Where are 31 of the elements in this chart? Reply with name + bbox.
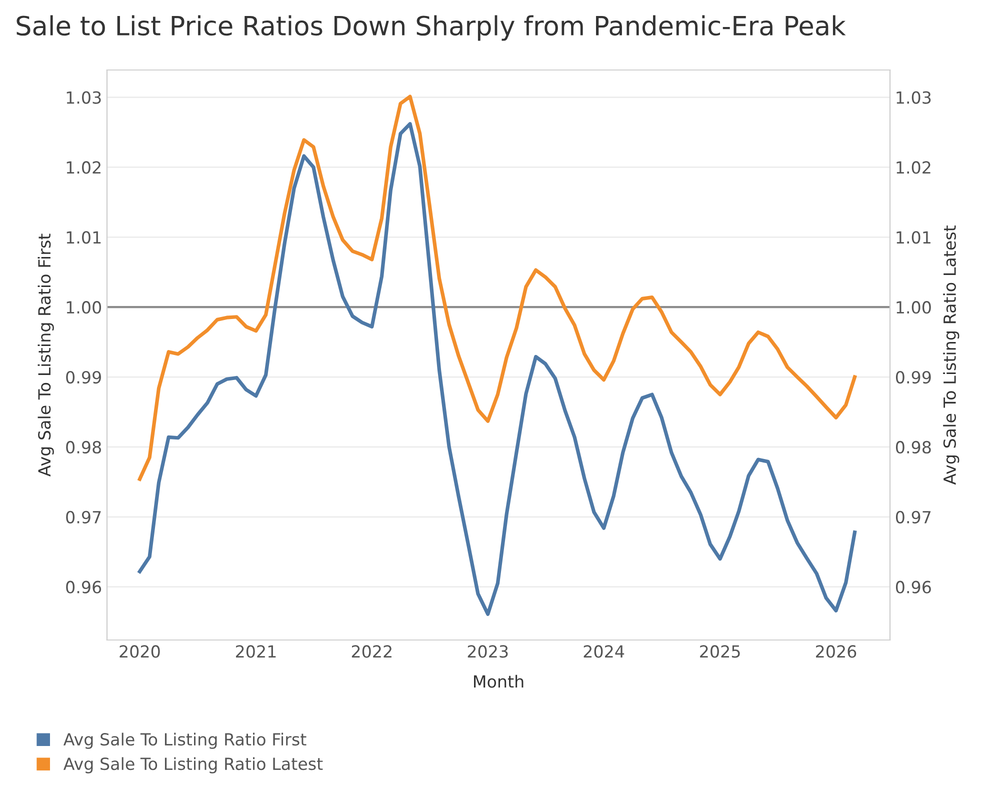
- y-axis-title: Avg Sale To Listing Ratio First: [38, 234, 54, 477]
- y-tick-label: 0.97: [66, 510, 101, 524]
- y-tick-label: 1.01: [66, 231, 101, 244]
- y2-tick-label: 0.97: [896, 510, 931, 524]
- line-series: [138, 122, 857, 616]
- x-tick-label: 2022: [352, 645, 392, 658]
- y2-tick-label: 1.02: [896, 161, 930, 174]
- y2-axis-title: Avg Sale To Listing Ratio Latest: [943, 226, 960, 485]
- x-tick-label: 2020: [120, 645, 160, 658]
- y2-tick-label: 0.98: [896, 440, 931, 454]
- x-tick-label: 2021: [236, 645, 276, 658]
- y2-tick-label: 1.01: [896, 231, 930, 244]
- x-tick-label: 2025: [700, 645, 740, 658]
- x-tick-label: 2026: [816, 645, 856, 658]
- y-tick-label: 0.96: [66, 580, 102, 594]
- legend-label: Avg Sale To Listing Ratio First: [63, 732, 306, 749]
- x-tick-label: 2023: [468, 645, 508, 658]
- y2-tick-label: 1.00: [896, 301, 931, 314]
- y2-tick-label: 0.99: [896, 370, 931, 384]
- y-tick-label: 1.02: [66, 161, 100, 174]
- y2-tick-label: 0.96: [896, 580, 931, 594]
- y-tick-label: 1.00: [66, 301, 102, 314]
- line-series: [138, 94, 857, 481]
- x-axis-title: Month: [474, 674, 524, 688]
- chart-title: Sale to List Price Ratios Down Sharply from Pandemic-Era Peak: [16, 15, 846, 41]
- y-tick-label: 1.03: [66, 91, 101, 104]
- legend-label: Avg Sale To Listing Ratio Latest: [63, 757, 323, 774]
- x-tick-label: 2024: [584, 645, 624, 658]
- y-tick-label: 0.99: [66, 370, 101, 384]
- y-tick-label: 0.98: [66, 440, 101, 454]
- y2-tick-label: 1.03: [896, 91, 931, 104]
